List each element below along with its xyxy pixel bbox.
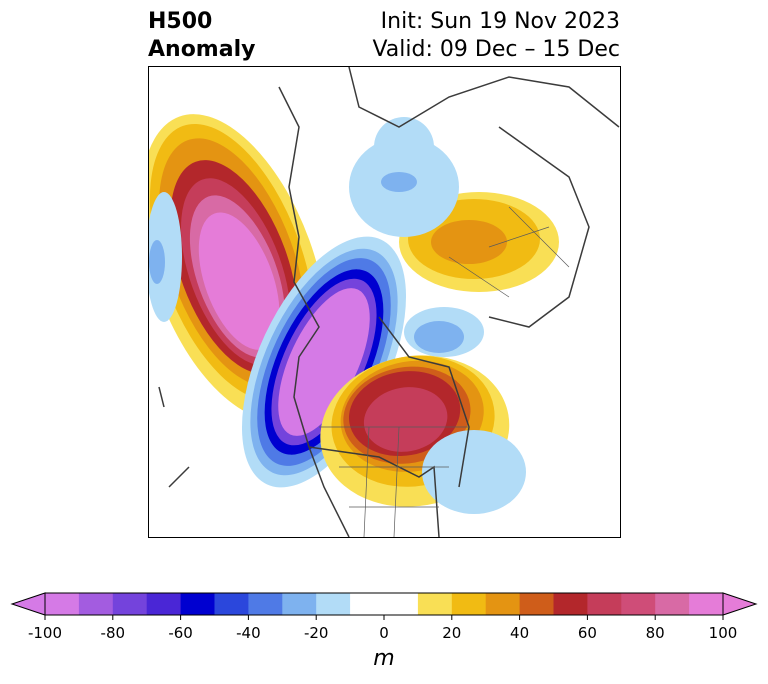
trough-far-west [149,192,182,322]
colorbar-tick-label: -80 [100,624,126,642]
colorbar-swatch [112,593,148,615]
trough-north-atlantic [422,430,526,514]
colorbar-swatch [282,593,317,615]
colorbar-tick-label: 40 [510,624,530,642]
colorbar-swatch [316,593,351,615]
title-anomaly: Anomaly [148,37,256,62]
colorbar-tick-label: -20 [303,624,329,642]
colorbar-swatch [45,593,80,615]
colorbar-tick-label: -100 [27,624,63,642]
colorbar-swatch [587,593,622,615]
colorbar-swatch [655,593,690,615]
trough-europe [404,307,484,357]
chart-title-left: H500 Anomaly [148,8,255,64]
ridge-eastern-north-america [320,355,510,507]
anomaly-map [148,66,621,538]
colorbar-swatch [180,593,215,615]
title-variable: H500 [148,9,213,34]
colorbar-swatch [485,593,521,615]
colorbar [10,592,758,620]
colorbar-tick-label: -60 [168,624,193,642]
colorbar-swatch [621,593,656,615]
valid-range: Valid: 09 Dec – 15 Dec [372,37,620,62]
colorbar-swatch [451,593,487,615]
political-borders [319,206,570,537]
colorbar-swatch [350,593,385,615]
chart-title-right: Init: Sun 19 Nov 2023 Valid: 09 Dec – 15… [372,8,620,64]
init-date: Init: Sun 19 Nov 2023 [380,9,620,34]
colorbar-swatch [78,593,114,615]
map-svg [149,67,620,537]
colorbar-tick-label: 20 [442,624,462,642]
colorbar-tick-label: 60 [577,624,597,642]
trough-arctic [349,117,459,237]
colorbar-swatch [519,593,554,615]
colorbar-swatch [384,593,419,615]
colorbar-tick-label: 100 [708,624,738,642]
colorbar-tick-label: 0 [379,624,389,642]
coastlines [158,67,620,537]
colorbar-swatch [248,593,283,615]
trough-west-north-america [241,236,407,488]
colorbar-swatch [214,593,249,615]
colorbar-swatch [689,593,724,615]
colorbar-unit: m [373,646,395,671]
colorbar-max-extension [722,592,758,616]
colorbar-min-extension [10,592,46,616]
colorbar-tick-label: 80 [645,624,665,642]
colorbar-swatch [146,593,182,615]
colorbar-swatch [417,593,453,615]
colorbar-tick-label: -40 [236,624,261,642]
colorbar-swatch [553,593,588,615]
